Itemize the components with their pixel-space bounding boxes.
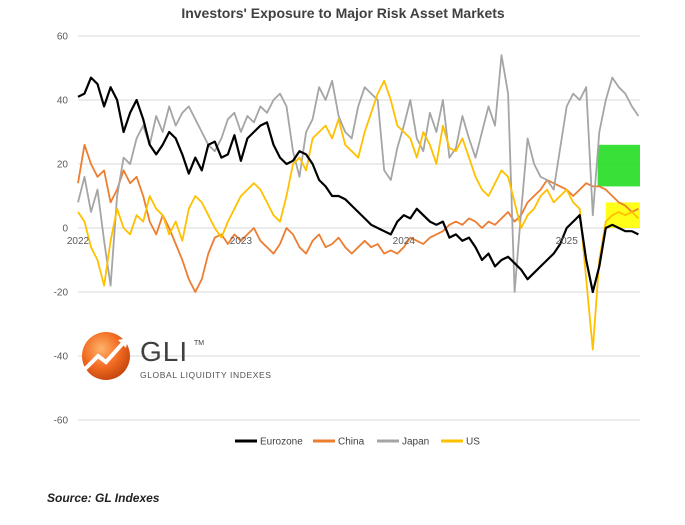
gli-logo: GLI TM GLOBAL LIQUIDITY INDEXES — [80, 328, 280, 388]
y-tick-label: -20 — [54, 288, 69, 299]
x-tick-label: 2023 — [230, 236, 253, 247]
series-line-china — [77, 143, 639, 293]
legend: Eurozone China Japan US — [235, 437, 480, 448]
y-tick-label: -60 — [54, 416, 69, 427]
gli-logo-text: GLI — [140, 336, 189, 367]
source-note: Source: GL Indexes — [47, 491, 160, 505]
legend-label-japan: Japan — [402, 437, 429, 448]
series-line-japan — [77, 54, 640, 293]
series-line-eurozone — [77, 76, 639, 294]
x-tick-label: 2024 — [393, 236, 416, 247]
x-tick-label: 2022 — [67, 236, 90, 247]
gli-logo-tm: TM — [194, 340, 205, 347]
series-lines — [77, 54, 640, 351]
chart-title: Investors' Exposure to Major Risk Asset … — [181, 5, 505, 21]
y-tick-label: 40 — [57, 96, 69, 107]
legend-label-us: US — [466, 437, 480, 448]
y-tick-label: 0 — [62, 224, 68, 235]
highlight-regions — [597, 144, 640, 228]
x-tick-label: 2025 — [556, 236, 579, 247]
legend-label-eurozone: Eurozone — [260, 437, 303, 448]
x-axis-ticks: 2022 2023 2024 2025 — [67, 236, 578, 247]
highlight-region-0 — [597, 144, 640, 187]
legend-label-china: China — [338, 437, 365, 448]
y-axis-ticks: 60 40 20 0 -20 -40 -60 — [54, 32, 69, 427]
gli-logo-subtitle: GLOBAL LIQUIDITY INDEXES — [140, 370, 272, 380]
series-line-us — [77, 79, 640, 351]
y-tick-label: 20 — [57, 160, 69, 171]
y-tick-label: -40 — [54, 352, 69, 363]
y-tick-label: 60 — [57, 32, 69, 43]
gli-logo-icon — [82, 332, 130, 380]
